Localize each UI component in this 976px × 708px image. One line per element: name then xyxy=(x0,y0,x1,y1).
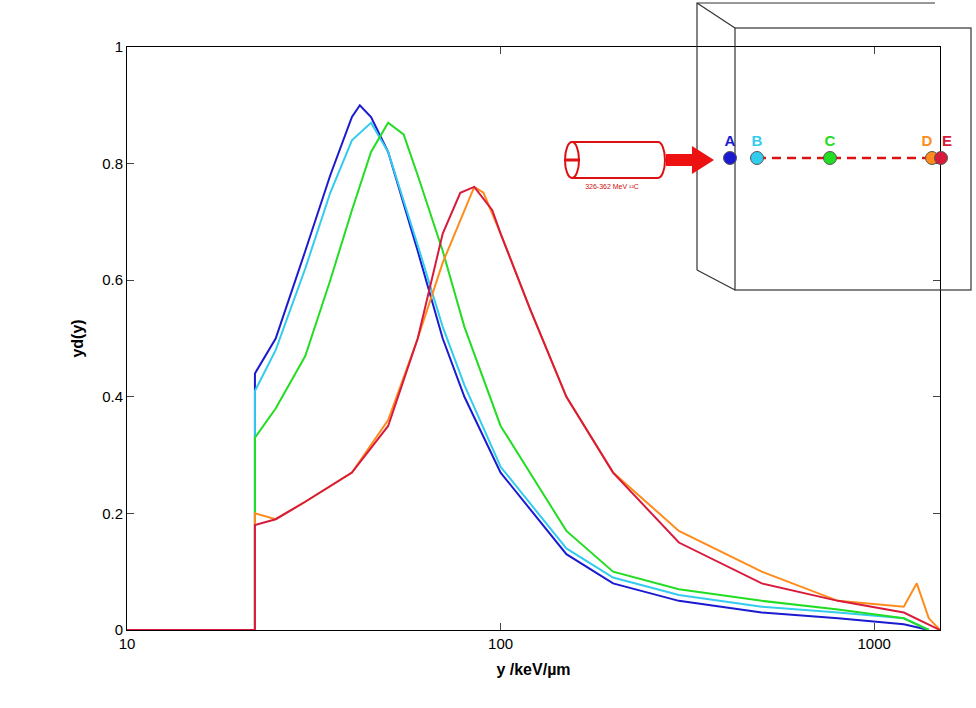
svg-text:0.2: 0.2 xyxy=(102,505,123,522)
svg-text:C: C xyxy=(825,132,836,149)
svg-text:0: 0 xyxy=(115,621,123,638)
svg-text:0.4: 0.4 xyxy=(102,388,123,405)
svg-text:y /keV/µm: y /keV/µm xyxy=(496,661,570,678)
svg-text:D: D xyxy=(922,132,933,149)
svg-text:1000: 1000 xyxy=(858,635,891,652)
svg-text:100: 100 xyxy=(488,635,513,652)
svg-text:A: A xyxy=(725,132,736,149)
svg-text:0.6: 0.6 xyxy=(102,271,123,288)
svg-text:1: 1 xyxy=(115,38,123,55)
svg-text:0.8: 0.8 xyxy=(102,155,123,172)
svg-text:B: B xyxy=(752,132,763,149)
svg-text:yd(y): yd(y) xyxy=(69,319,86,357)
svg-text:E: E xyxy=(942,132,952,149)
svg-text:326-362 MeV ¹²C: 326-362 MeV ¹²C xyxy=(585,183,639,190)
svg-text:10: 10 xyxy=(119,635,136,652)
